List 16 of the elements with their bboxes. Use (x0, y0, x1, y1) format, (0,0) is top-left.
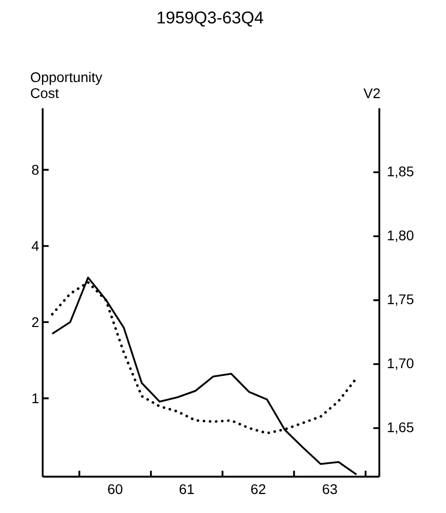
y2-tick-label: 1,65 (388, 422, 414, 434)
x-tick-label: 61 (180, 484, 194, 494)
y-tick-label: 1 (32, 394, 38, 404)
y-tick-label: 8 (32, 164, 39, 175)
x-tick-label: 62 (251, 484, 266, 494)
y2-tick-label: 1,70 (388, 358, 414, 370)
x-tick-label: 60 (108, 484, 122, 494)
x-tick-label: 63 (322, 484, 337, 494)
y2-tick-label: 1,85 (388, 166, 414, 178)
y-tick-label: 4 (32, 241, 39, 251)
y2-tick-label: 1,75 (388, 294, 414, 306)
chart-title: 1959Q3-63Q4 (158, 12, 264, 27)
y-tick-label: 2 (32, 317, 38, 328)
y2-tick-label: 1,80 (388, 230, 414, 242)
y2-axis-title: V2 (364, 88, 380, 98)
y-axis-title: Opportunity Cost (30, 72, 102, 98)
